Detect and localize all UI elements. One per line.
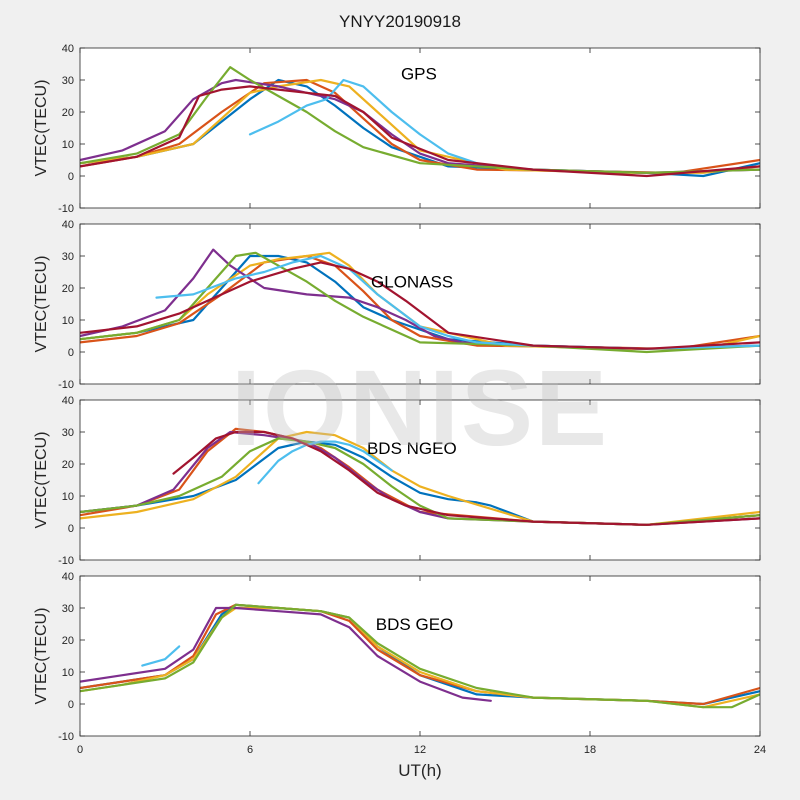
y-tick-label: 0 xyxy=(68,347,74,359)
y-axis-label: VTEC(TECU) xyxy=(33,256,50,353)
x-tick-label: 18 xyxy=(584,744,596,756)
y-axis-label: VTEC(TECU) xyxy=(33,80,50,177)
x-tick-label: 12 xyxy=(414,744,426,756)
panel-label: BDS GEO xyxy=(376,615,453,634)
series-line-6 xyxy=(257,440,393,485)
y-tick-label: 10 xyxy=(62,667,74,679)
x-tick-label: 0 xyxy=(77,744,83,756)
series-group xyxy=(80,427,760,526)
y-tick-label: 30 xyxy=(62,603,74,615)
y-tick-label: -10 xyxy=(58,731,74,743)
y-tick-label: 30 xyxy=(62,427,74,439)
y-tick-label: -10 xyxy=(58,379,74,391)
series-line-5 xyxy=(80,603,760,709)
series-line-7 xyxy=(172,430,760,526)
chart-title: YNYY20190918 xyxy=(339,12,461,31)
plot-area xyxy=(80,224,760,384)
y-tick-label: 30 xyxy=(62,75,74,87)
y-axis-label: VTEC(TECU) xyxy=(33,608,50,705)
y-tick-label: 20 xyxy=(62,635,74,647)
y-axis-label: VTEC(TECU) xyxy=(33,432,50,529)
x-tick-label: 6 xyxy=(247,744,253,756)
series-line-6 xyxy=(141,645,181,667)
y-tick-label: 30 xyxy=(62,251,74,263)
y-tick-label: 0 xyxy=(68,171,74,183)
series-line-7 xyxy=(80,261,760,350)
plot-area xyxy=(80,48,760,208)
series-group xyxy=(80,66,760,178)
y-tick-label: 40 xyxy=(62,219,74,231)
series-line-6 xyxy=(248,78,478,165)
panel-label: BDS NGEO xyxy=(367,439,457,458)
y-tick-label: -10 xyxy=(58,555,74,567)
panel-2: -10 0 10 20 30 40 VTEC(TECU) GLONASS xyxy=(33,219,761,391)
panel-label: GLONASS xyxy=(371,273,453,292)
x-axis-label: UT(h) xyxy=(398,761,442,780)
plot-area xyxy=(80,400,760,560)
y-tick-label: 10 xyxy=(62,315,74,327)
series-line-3 xyxy=(80,430,760,526)
y-tick-label: 40 xyxy=(62,43,74,55)
y-tick-label: 0 xyxy=(68,699,74,711)
y-tick-label: 20 xyxy=(62,459,74,471)
y-tick-label: 40 xyxy=(62,395,74,407)
series-group xyxy=(80,603,760,709)
y-tick-label: 20 xyxy=(62,107,74,119)
panel-3: -10 0 10 20 30 40 VTEC(TECU) BDS NGEO xyxy=(33,395,761,567)
y-tick-label: -10 xyxy=(58,203,74,215)
y-tick-label: 10 xyxy=(62,139,74,151)
series-line-7 xyxy=(80,85,760,178)
y-tick-label: 10 xyxy=(62,491,74,503)
panel-label: GPS xyxy=(401,65,437,84)
y-tick-label: 40 xyxy=(62,571,74,583)
series-group xyxy=(80,248,760,354)
x-tick-label: 24 xyxy=(754,744,766,756)
y-tick-label: 20 xyxy=(62,283,74,295)
panel-1: -10 0 10 20 30 40 VTEC(TECU) GPS xyxy=(33,43,761,215)
y-tick-label: 0 xyxy=(68,523,74,535)
series-line-4 xyxy=(80,606,492,702)
